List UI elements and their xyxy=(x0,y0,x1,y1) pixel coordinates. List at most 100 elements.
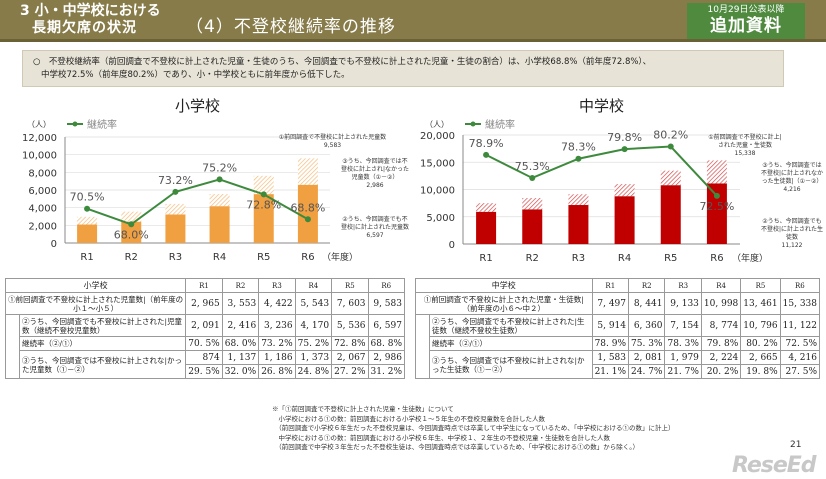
y-tick-label: 10,000 xyxy=(22,151,57,162)
annotation-value: 9,583 xyxy=(323,142,342,149)
rate-point xyxy=(128,221,135,228)
table-cell: 80. 2% xyxy=(740,336,781,351)
summary-line2: 中学校72.5%（前年度80.2%）であり、小・中学校ともに前年度から低下した。 xyxy=(41,70,350,80)
table-cell: 8, 774 xyxy=(700,314,742,337)
rate-label: 68.8% xyxy=(290,201,325,214)
year-header: R1 xyxy=(185,278,223,293)
rate-label: 68.0% xyxy=(114,228,149,241)
bar-continuing xyxy=(476,211,497,244)
bar-not-continuing xyxy=(121,211,142,222)
rate-point xyxy=(304,216,311,223)
row-label: 継続率（②/①） xyxy=(429,336,593,351)
bar-continuing xyxy=(660,185,681,244)
table-cell: 31. 2% xyxy=(367,364,406,379)
bar-continuing xyxy=(121,221,142,243)
year-header: R5 xyxy=(740,278,781,293)
table-cell: 1, 373 xyxy=(294,350,333,365)
row-label: ①前回調査で不登校に計上された児童数|（前年度の小１～小５） xyxy=(4,292,187,315)
rate-label: 78.9% xyxy=(469,137,504,150)
table-cell: 78. 9% xyxy=(591,336,630,351)
rate-label: 72.5% xyxy=(699,200,734,213)
legend-label: 継続率 xyxy=(87,118,117,131)
annotation-value: 2,986 xyxy=(366,182,384,189)
y-tick-label: 10,000 xyxy=(420,186,455,197)
footnote-line: 小学校における①の数：前回調査における小学校１～５年生の不登校児童数を合計した人… xyxy=(272,414,546,423)
table-cell: 68. 8% xyxy=(367,336,406,351)
page-number: 21 xyxy=(790,440,802,450)
rate-label: 79.8% xyxy=(607,131,642,144)
year-header: R3 xyxy=(258,278,296,293)
year-header: R2 xyxy=(221,278,260,293)
reseed-logo: ReseEd xyxy=(732,453,817,478)
table-cell: 68. 0% xyxy=(221,336,260,351)
y-tick-label: 0 xyxy=(51,239,57,250)
x-tick-label: R3 xyxy=(572,253,585,264)
table-cell: 73. 2% xyxy=(258,336,296,351)
table-cell: 2, 665 xyxy=(740,350,781,365)
table-cell: 6, 597 xyxy=(367,314,406,337)
annotation-value: 6,597 xyxy=(366,232,384,239)
x-tick-label: R2 xyxy=(125,252,138,263)
table-cell: 10, 796 xyxy=(740,314,781,337)
x-tick-label: R1 xyxy=(479,253,492,264)
table-row: 継続率（②/①） 78. 9% 75. 3% 78. 3% 79. 8% 80. 2% 72… xyxy=(416,336,821,351)
rate-point xyxy=(529,174,536,181)
table-cell: 75. 3% xyxy=(628,336,666,351)
bar-not-continuing xyxy=(165,203,186,215)
table-cell: 4, 422 xyxy=(258,292,296,315)
row-label: ①前回調査で不登校に計上された児童・生徒数|（前年度の小６～中２） xyxy=(415,292,593,315)
annotation-continuing: ②うち、今回調査でも不登校|に計上された生徒数 11,122 xyxy=(760,218,824,250)
table-cell: 72. 5% xyxy=(779,336,821,351)
elementary-chart: 小学校 （人） 継続率 0 2,000 4,000 6,000 8,000 10,000 12,0… xyxy=(22,97,358,263)
y-tick-label: 4,000 xyxy=(28,204,57,215)
junior-high-chart-area: 中学校 （人） 継続率 0 5,000 10,000 15,000 20,000 R1 R2 R3 R… xyxy=(410,90,826,270)
table-cell: 70. 5% xyxy=(185,336,223,351)
table-cell: 19. 8% xyxy=(740,364,781,379)
badge-title: 追加資料 xyxy=(710,16,782,36)
table-cell: 2, 081 xyxy=(628,350,666,365)
annotation-value: 15,338 xyxy=(734,150,756,157)
bar-not-continuing xyxy=(614,184,635,197)
table-row: ①前回調査で不登校に計上された児童数|（前年度の小１～小５） 2, 965 3, 5… xyxy=(4,292,406,315)
y-tick-label: 20,000 xyxy=(420,131,455,142)
annotation-not-continuing: ③うち、今回調査では不登校に計上され|なかった児童数（①－②） 2,986 xyxy=(340,158,410,190)
bar-continuing xyxy=(706,183,727,244)
annotation-value: 4,216 xyxy=(783,186,801,193)
elementary-chart-area: 小学校 （人） 継続率 0 2,000 4,000 6,000 8,000 10,000 12,0… xyxy=(0,90,410,270)
x-tick-label: R3 xyxy=(169,252,182,263)
x-tick-label: R6 xyxy=(301,252,314,263)
bar-continuing xyxy=(614,196,635,244)
indent-cell xyxy=(5,314,20,379)
table-cell: 27. 2% xyxy=(331,364,369,379)
annotation-not-continuing: ③うち、今回調査では不登校|に計上されなかった生徒数|（①－②） 4,216 xyxy=(760,162,824,194)
bar-continuing xyxy=(568,205,589,244)
y-tick-label: 12,000 xyxy=(22,133,57,144)
annotation-total: ①前回調査で不登校に計上された児童数 9,583 xyxy=(275,134,390,150)
bar-continuing xyxy=(209,206,230,243)
x-tick-label: R1 xyxy=(80,252,93,263)
row-label: ②うち、今回調査でも不登校に計上された|児童数（継続不登校児童数） xyxy=(18,314,187,337)
annotation-text: ①前回調査で不登校に計上された児童数 xyxy=(278,134,387,141)
table-cell: 26. 8% xyxy=(258,364,296,379)
table-cell: 4, 170 xyxy=(294,314,333,337)
section-title-line1: 3 小・中学校における xyxy=(20,3,161,19)
bar-not-continuing xyxy=(706,160,727,184)
table-header-label: 中学校 xyxy=(415,278,593,293)
rate-label: 75.3% xyxy=(515,160,550,173)
annotation-text: ①前回調査で不登校に計上|された児童・生徒数 xyxy=(708,134,782,149)
year-header: R4 xyxy=(294,278,333,293)
rate-line xyxy=(86,178,309,226)
y-tick-label: 15,000 xyxy=(420,158,455,169)
x-axis-unit: （年度） xyxy=(732,252,768,264)
legend-marker xyxy=(470,121,476,127)
year-header: R1 xyxy=(591,278,630,293)
rate-label: 80.2% xyxy=(653,129,688,142)
rate-point xyxy=(216,176,223,183)
x-tick-label: R5 xyxy=(257,252,270,263)
bar-not-continuing xyxy=(297,158,318,185)
legend-label: 継続率 xyxy=(485,118,515,131)
annotation-value: 11,122 xyxy=(781,242,803,249)
x-axis-unit: （年度） xyxy=(322,251,358,263)
footnote-line: 中学校における①の数：前回調査における小学校６年生、中学校１、２年生の不登校児童… xyxy=(272,433,611,442)
table-cell: 5, 914 xyxy=(591,314,630,337)
